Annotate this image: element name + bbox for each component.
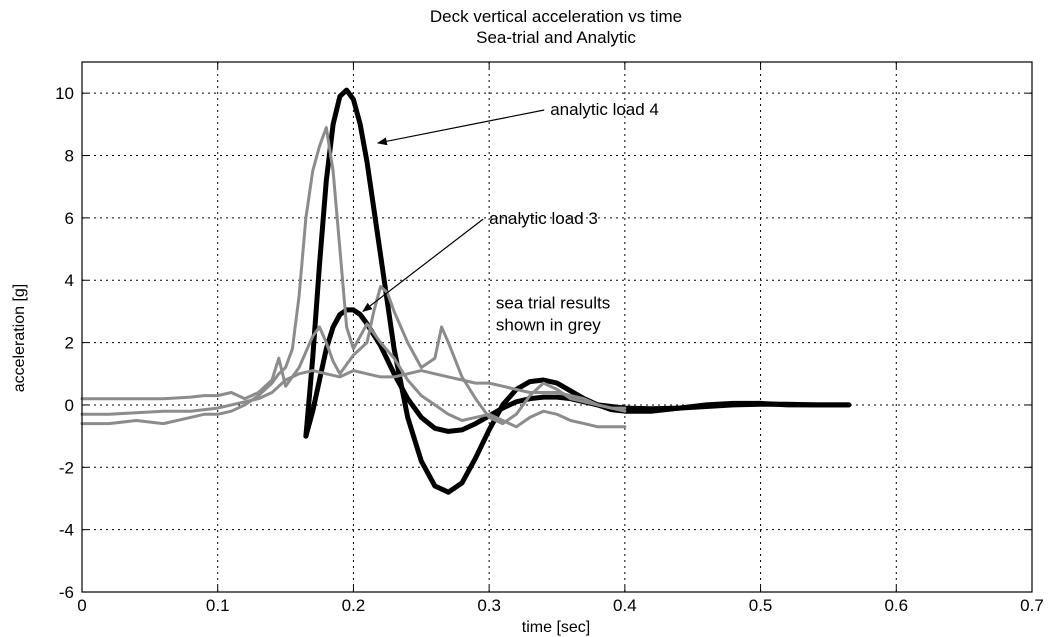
- annotation-text: analytic load 4: [550, 100, 659, 119]
- x-axis-label: time [sec]: [522, 619, 590, 636]
- series-sea-trial-3: [80, 369, 627, 416]
- annotation-arrow: [362, 218, 484, 313]
- x-tick-label: 0.2: [342, 596, 366, 615]
- y-tick-label: -6: [59, 583, 74, 602]
- x-tick-label: 0.6: [884, 596, 908, 615]
- x-tick-label: 0.1: [206, 596, 230, 615]
- annotation-text: sea trial results: [496, 293, 610, 312]
- x-tick-label: 0.3: [477, 596, 501, 615]
- chart-title-line-2: Sea-trial and Analytic: [476, 28, 636, 47]
- axis-ticks: 0 0.1 0.2 0.3 0.4 0.5 0.6 0.7 -6 -4 -2 0 2 4 6 8 10: [55, 62, 1044, 615]
- series-sea-trial-1: [80, 126, 627, 429]
- y-tick-label: 0: [65, 396, 74, 415]
- annotation-text: shown in grey: [496, 315, 601, 334]
- y-tick-label: 4: [65, 271, 74, 290]
- chart-title-line-1: Deck vertical acceleration vs time: [430, 7, 682, 26]
- y-axis-label: acceleration [g]: [11, 284, 28, 393]
- x-tick-label: 0.7: [1020, 596, 1044, 615]
- plot-frame: [81, 61, 1033, 593]
- x-tick-label: 0.4: [613, 596, 637, 615]
- y-tick-label: 8: [65, 147, 74, 166]
- series-lines: [80, 87, 852, 495]
- y-tick-label: 10: [55, 84, 74, 103]
- y-tick-label: 6: [65, 209, 74, 228]
- y-tick-label: 2: [65, 334, 74, 353]
- x-tick-label: 0: [77, 596, 86, 615]
- annotation-arrow: [376, 109, 545, 146]
- annotation-text: analytic load 3: [489, 209, 598, 228]
- annotations: analytic load 4 analytic load 3 sea trial …: [362, 100, 659, 334]
- y-tick-label: -4: [59, 521, 74, 540]
- y-tick-label: -2: [59, 458, 74, 477]
- x-tick-label: 0.5: [749, 596, 773, 615]
- grid-lines: [82, 62, 1032, 592]
